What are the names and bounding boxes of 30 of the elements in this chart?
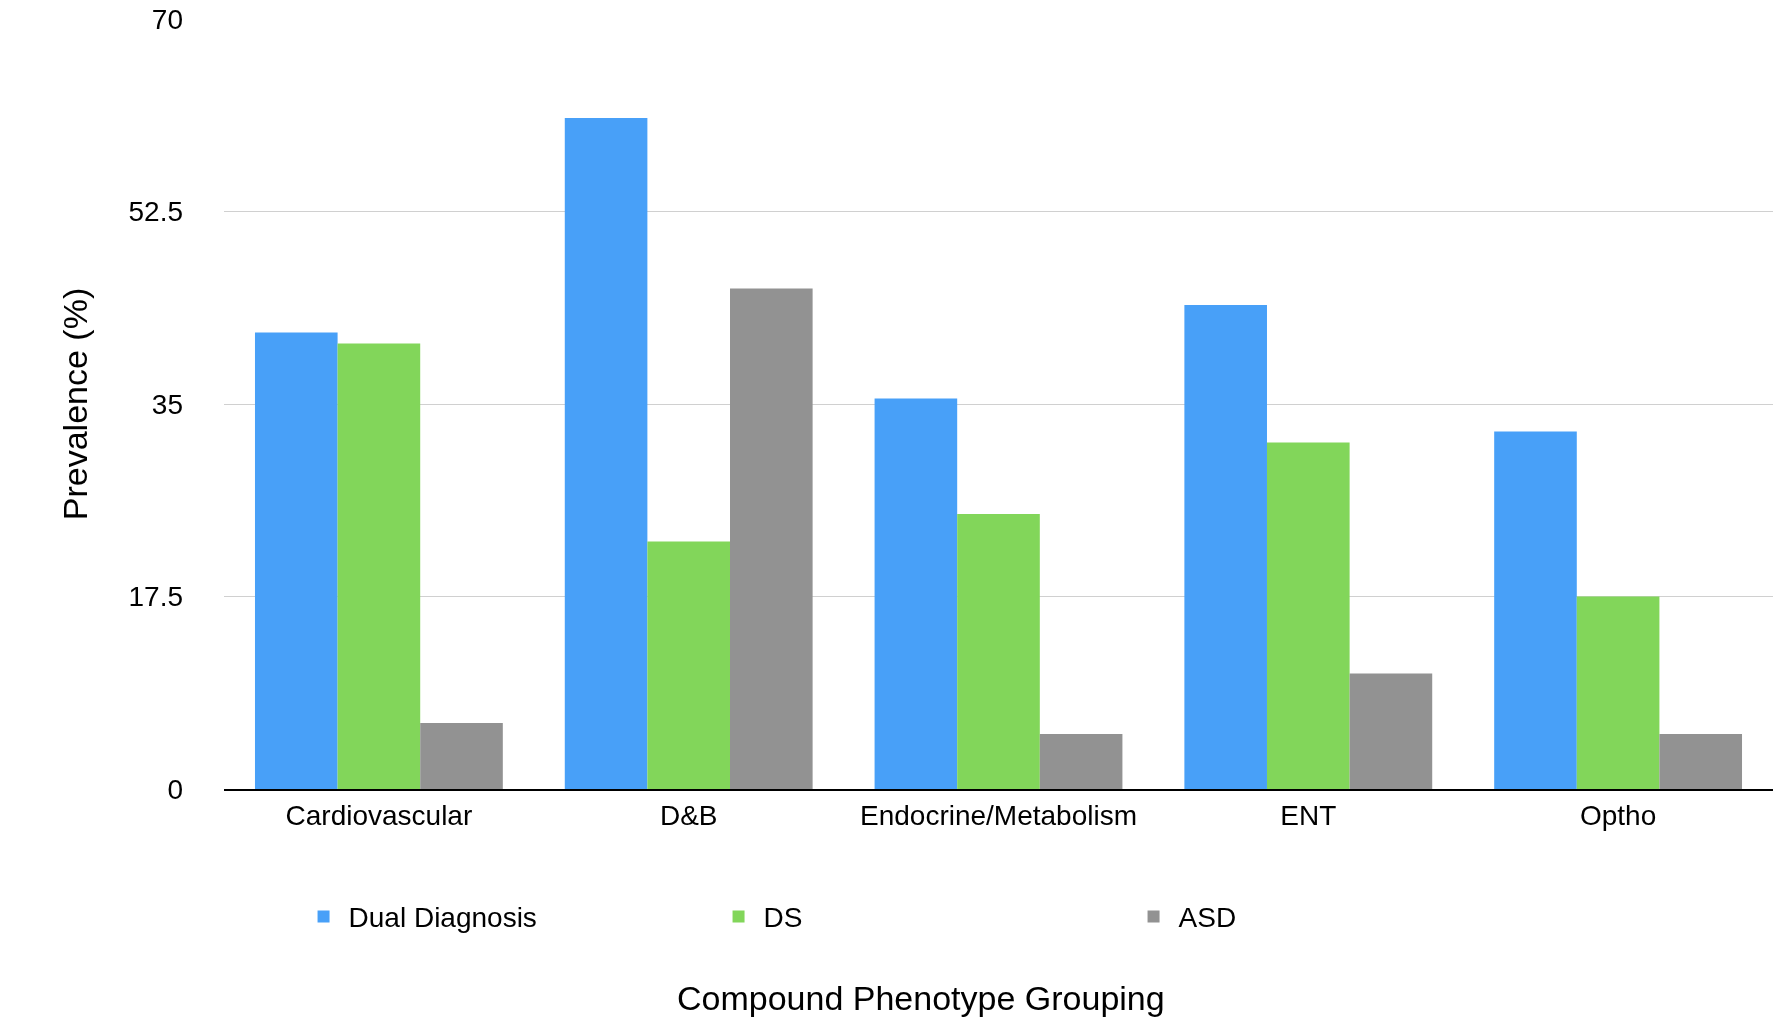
bar (564, 118, 648, 789)
x-axis-title: Compound Phenotype Grouping (677, 979, 1165, 1017)
bar (1349, 673, 1433, 789)
x-tick-label: D&B (659, 799, 718, 831)
x-tick-label: Endocrine/Metabolism (859, 799, 1138, 831)
y-tick-label: 52.5 (128, 196, 183, 228)
bar (957, 514, 1040, 789)
legend-label: Dual Diagnosis (348, 902, 537, 934)
x-tick-label: Cardiovascular (285, 799, 473, 831)
bar (420, 723, 503, 789)
y-axis-title: Prevalence (%) (56, 287, 95, 521)
bar (1039, 734, 1123, 789)
bar (1494, 431, 1577, 789)
x-tick-label: Optho (1579, 799, 1657, 831)
y-tick-label: 17.5 (128, 581, 183, 613)
bar (730, 288, 813, 789)
bar (1659, 734, 1743, 789)
y-tick-label: 35 (151, 388, 183, 420)
bar (1266, 442, 1350, 789)
bar (337, 343, 421, 789)
bar (647, 541, 731, 789)
bar (254, 332, 338, 789)
y-tick-label: 0 (167, 773, 183, 805)
bar (1576, 596, 1660, 789)
x-tick-label: ENT (1280, 799, 1337, 831)
legend-label: DS (763, 902, 803, 934)
y-tick-label: 70 (151, 3, 183, 35)
bar (874, 398, 958, 789)
legend-label: ASD (1178, 902, 1237, 934)
bar (1184, 305, 1267, 789)
